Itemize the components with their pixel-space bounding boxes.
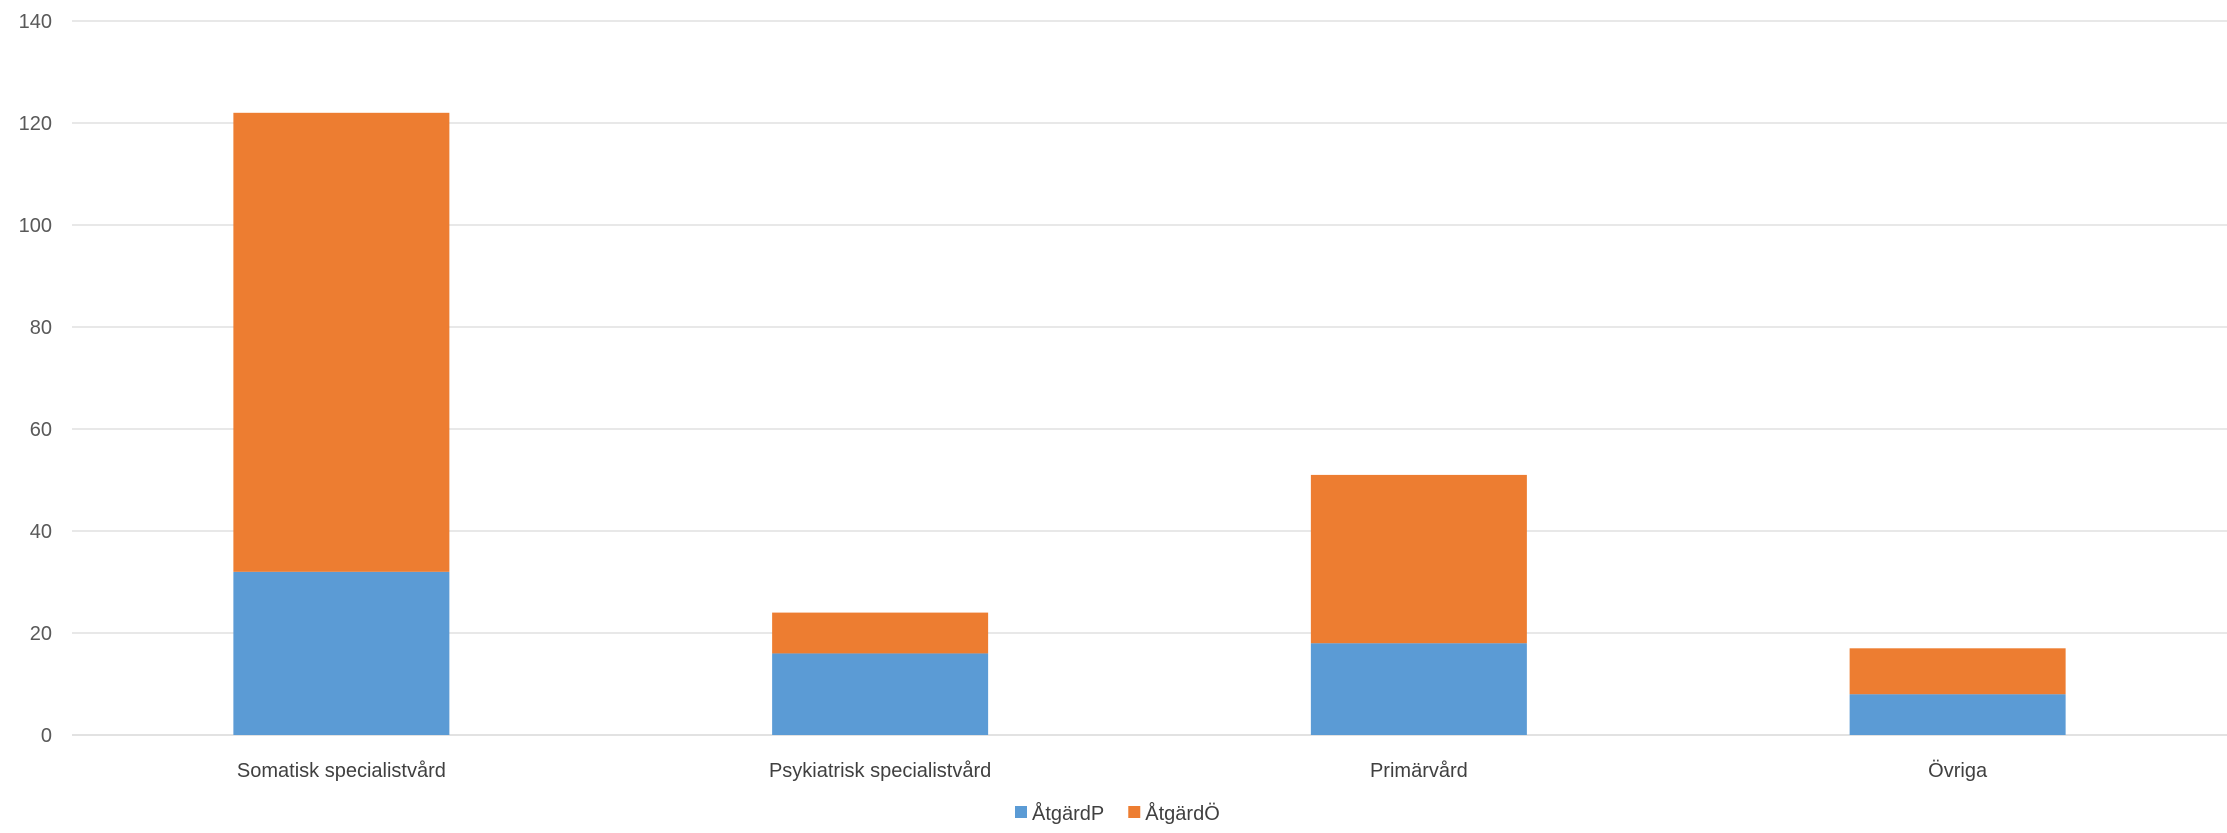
bar-segment xyxy=(233,112,450,572)
legend-swatch xyxy=(1015,806,1027,818)
y-tick-label: 0 xyxy=(41,725,52,747)
legend-label: ÅtgärdP xyxy=(1032,802,1104,825)
y-axis-tick-labels: 0 20 40 60 80 100 120 140 xyxy=(19,11,52,747)
y-tick-label: 120 xyxy=(19,113,52,135)
bar-segment xyxy=(772,653,989,735)
x-category-label: Psykiatrisk specialistvård xyxy=(769,760,991,782)
bar-segment xyxy=(233,571,450,735)
bar-segment xyxy=(1310,474,1527,644)
x-category-label: Primärvård xyxy=(1370,760,1468,782)
bar-segment xyxy=(1849,694,2066,735)
y-tick-label: 60 xyxy=(30,419,52,441)
y-tick-label: 20 xyxy=(30,623,52,645)
legend-label: ÅtgärdÖ xyxy=(1145,802,1219,825)
y-tick-label: 140 xyxy=(19,11,52,33)
legend: ÅtgärdP ÅtgärdÖ xyxy=(1015,802,1220,825)
y-tick-label: 40 xyxy=(30,521,52,543)
y-tick-label: 80 xyxy=(30,317,52,339)
legend-swatch xyxy=(1128,806,1141,818)
bar-segment xyxy=(1310,643,1527,735)
y-tick-label: 100 xyxy=(19,215,52,237)
x-category-label: Övriga xyxy=(1928,760,1988,782)
bars xyxy=(233,112,2066,735)
bar-segment xyxy=(1849,648,2066,695)
x-category-label: Somatisk specialistvård xyxy=(237,760,446,782)
x-axis-category-labels: Somatisk specialistvård Psykiatrisk speci… xyxy=(237,760,1988,782)
bar-segment xyxy=(772,612,989,654)
